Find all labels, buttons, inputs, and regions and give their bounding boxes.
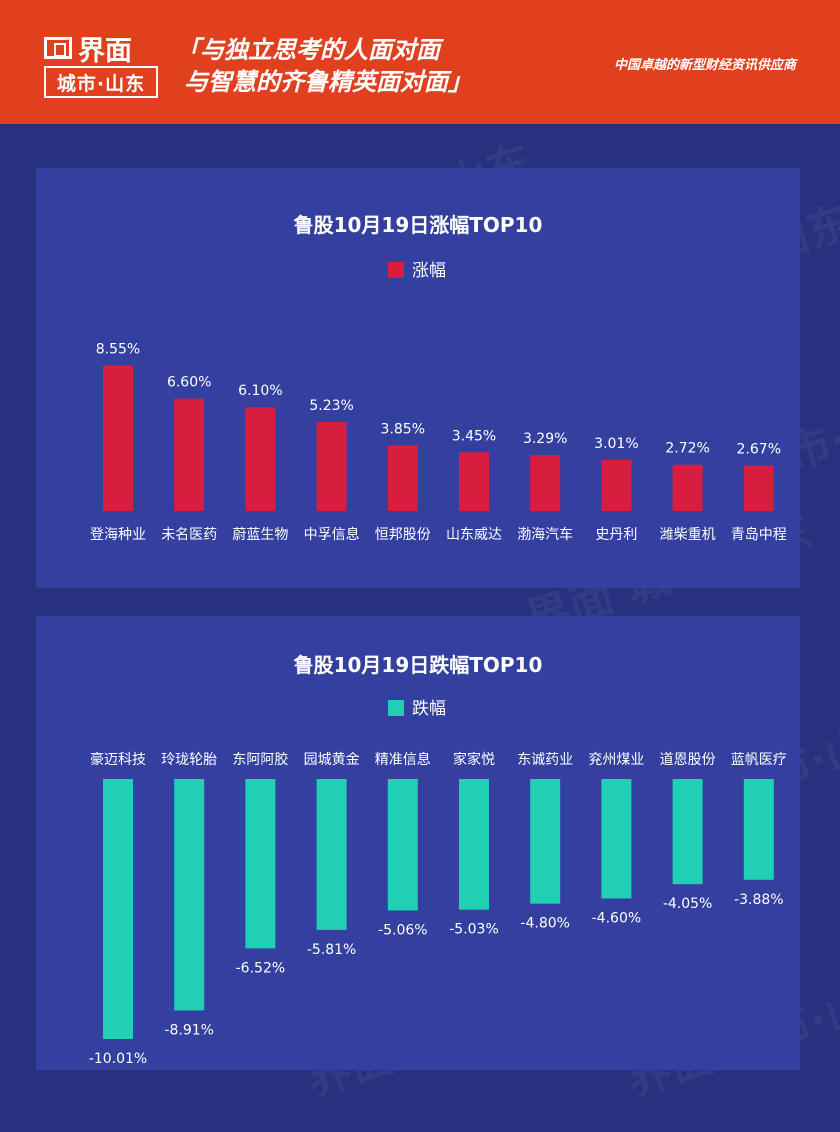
data-label: 6.10% [238, 383, 282, 399]
category-label: 蓝帆医疗 [731, 752, 787, 768]
data-label: -4.80% [520, 916, 570, 932]
header-banner: 界面 城市·山东 「与独立思考的人面对面 与智慧的齐鲁精英面对面」 中国卓越的新… [0, 0, 840, 124]
bar [316, 422, 347, 511]
bar [103, 779, 133, 1039]
category-label: 渤海汽车 [517, 526, 573, 543]
category-label: 豪迈科技 [90, 752, 146, 768]
bar [174, 398, 205, 511]
category-label: 史丹利 [595, 527, 637, 543]
category-label: 家家悦 [453, 751, 495, 768]
data-label: -4.05% [663, 896, 713, 912]
legend-label: 跌幅 [412, 699, 446, 719]
category-label: 青岛中程 [731, 527, 787, 543]
category-label: 精准信息 [375, 751, 431, 768]
bar [387, 445, 418, 511]
category-label: 玲珑轮胎 [161, 752, 217, 768]
data-label: 3.29% [523, 431, 567, 447]
data-label: -5.81% [307, 942, 357, 958]
data-label: 3.85% [381, 421, 425, 437]
losers-chart-panel: 鲁股10月19日跌幅TOP10 跌幅 -10.01% 豪迈科技 -8.91% 玲珑轮胎 -6… [36, 616, 800, 1070]
legend-label: 涨幅 [412, 261, 446, 281]
data-label: -3.88% [734, 892, 784, 908]
data-label: -4.60% [592, 910, 642, 926]
data-label: 6.60% [167, 375, 211, 391]
bar [743, 465, 774, 511]
category-label: 潍柴重机 [660, 527, 716, 543]
data-label: -10.01% [89, 1051, 147, 1067]
data-label: -8.91% [164, 1022, 214, 1038]
data-label: -6.52% [236, 960, 286, 976]
tagline: 中国卓越的新型财经资讯供应商 [613, 58, 796, 73]
category-label: 东阿阿胶 [232, 751, 288, 768]
jiemian-logo-icon [44, 37, 72, 59]
slogan-line-2: 与智慧的齐鲁精英面对面」 [184, 68, 472, 96]
bar [316, 779, 347, 930]
bar [672, 779, 703, 885]
bar [601, 459, 632, 511]
bar [530, 455, 561, 511]
category-label: 山东威达 [446, 527, 502, 543]
bar [174, 779, 205, 1011]
bar [103, 365, 133, 511]
logo-name: 界面 [78, 35, 132, 67]
bar [672, 464, 703, 511]
data-label: 2.72% [665, 441, 709, 457]
gainers-chart-panel: 鲁股10月19日涨幅TOP10 涨幅 8.55% 登海种业 6.60% 未名医药 6.10%… [36, 168, 800, 588]
category-label: 道恩股份 [660, 752, 716, 768]
bar [601, 779, 632, 899]
category-label: 恒邦股份 [375, 527, 431, 543]
category-label: 蔚蓝生物 [232, 527, 288, 543]
category-label: 中孚信息 [304, 526, 360, 543]
bar [530, 779, 561, 904]
bar [459, 779, 489, 910]
bar [245, 407, 276, 511]
data-label: -5.03% [449, 922, 499, 938]
gainers-chart: 鲁股10月19日涨幅TOP10 涨幅 8.55% 登海种业 6.60% 未名医药 6.10%… [90, 213, 787, 543]
bar [459, 452, 489, 511]
slogan: 「与独立思考的人面对面 与智慧的齐鲁精英面对面」 [176, 34, 472, 98]
bar [245, 779, 276, 949]
category-label: 兖州煤业 [588, 752, 644, 768]
data-label: 3.45% [452, 428, 496, 444]
chart-title: 鲁股10月19日跌幅TOP10 [294, 653, 543, 677]
slogan-line-1: 「与独立思考的人面对面 [176, 36, 440, 64]
data-label: 8.55% [96, 342, 140, 358]
logo-subtitle: 城市·山东 [44, 66, 158, 98]
losers-chart: 鲁股10月19日跌幅TOP10 跌幅 -10.01% 豪迈科技 -8.91% 玲珑轮胎 -6… [89, 653, 787, 1067]
legend-swatch [388, 700, 404, 716]
category-label: 未名医药 [161, 527, 217, 543]
chart-title: 鲁股10月19日涨幅TOP10 [294, 213, 543, 237]
data-label: 2.67% [737, 442, 781, 458]
category-label: 园城黄金 [304, 751, 360, 768]
bar [743, 779, 774, 880]
jiemian-logo: 界面 城市·山东 [44, 30, 158, 100]
data-label: 5.23% [309, 398, 353, 414]
category-label: 登海种业 [90, 527, 146, 543]
data-label: 3.01% [594, 436, 638, 452]
bar [387, 779, 418, 911]
data-label: -5.06% [378, 922, 428, 938]
legend-swatch [388, 262, 404, 278]
category-label: 东诚药业 [517, 752, 573, 768]
